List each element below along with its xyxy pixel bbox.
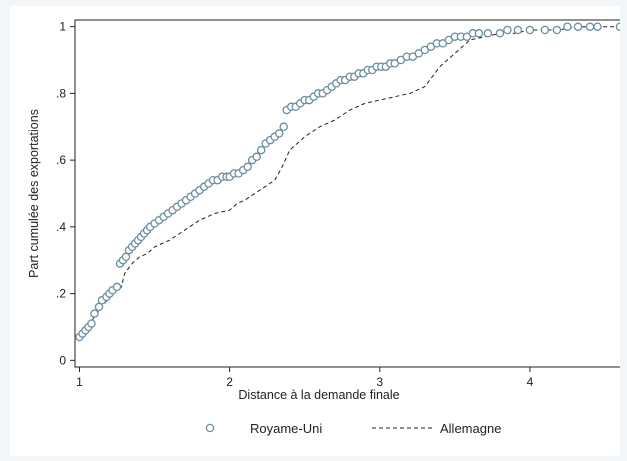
series-layer xyxy=(75,22,620,342)
data-point-royame-uni xyxy=(256,145,266,155)
data-point-royame-uni xyxy=(279,122,288,132)
figure-canvas: 0 .2 .4 .6 .8 1 1 2 3 4 Part cumulée des exporta… xyxy=(10,6,620,456)
data-point-royame-uni xyxy=(495,29,505,38)
data-point-royame-uni xyxy=(90,309,99,318)
plot-border xyxy=(74,19,620,368)
y-tick-label: 0 xyxy=(59,353,66,367)
data-point-royame-uni xyxy=(503,25,512,35)
data-point-royame-uni xyxy=(552,25,562,35)
plot-area xyxy=(74,19,620,368)
data-point-royame-uni xyxy=(87,319,96,328)
x-axis: 1 2 3 4 xyxy=(76,367,534,389)
x-tick-label: 3 xyxy=(376,375,383,389)
y-tick-label: .8 xyxy=(56,86,66,100)
legend-label-allemagne: Allemagne xyxy=(440,421,501,436)
x-axis-title: Distance à la demande finale xyxy=(238,388,399,402)
data-point-royame-uni xyxy=(243,162,252,172)
data-point-royame-uni xyxy=(615,22,620,31)
data-point-royame-uni xyxy=(121,252,131,262)
data-point-royame-uni xyxy=(540,25,550,35)
data-point-royame-uni xyxy=(483,29,493,38)
data-point-royame-uni xyxy=(513,25,523,35)
legend: Royame-Uni Allemagne xyxy=(205,421,501,436)
data-point-royame-uni xyxy=(563,22,572,31)
data-point-royame-uni xyxy=(252,152,261,162)
y-tick-label: .4 xyxy=(56,220,66,234)
data-point-royame-uni xyxy=(274,129,284,138)
data-point-royame-uni xyxy=(573,22,583,31)
data-point-royame-uni xyxy=(112,282,122,292)
chart-svg: 0 .2 .4 .6 .8 1 1 2 3 4 Part cumulée des exporta… xyxy=(27,19,620,436)
legend-label-royame-uni: Royame-Uni xyxy=(250,421,322,436)
y-axis-title: Part cumulée des exportations xyxy=(27,109,41,278)
y-tick-label: .2 xyxy=(56,287,66,301)
x-tick-label: 4 xyxy=(527,375,534,389)
y-axis: 0 .2 .4 .6 .8 1 xyxy=(56,20,75,367)
y-tick-label: 1 xyxy=(59,20,66,34)
x-tick-label: 2 xyxy=(226,375,233,389)
data-point-royame-uni xyxy=(525,25,535,35)
data-point-royame-uni xyxy=(585,22,595,31)
x-tick-label: 1 xyxy=(76,375,83,389)
data-point-royame-uni xyxy=(474,29,484,38)
y-tick-label: .6 xyxy=(56,153,66,167)
legend-marker-royame-uni xyxy=(205,423,215,433)
data-point-royame-uni xyxy=(593,22,602,31)
